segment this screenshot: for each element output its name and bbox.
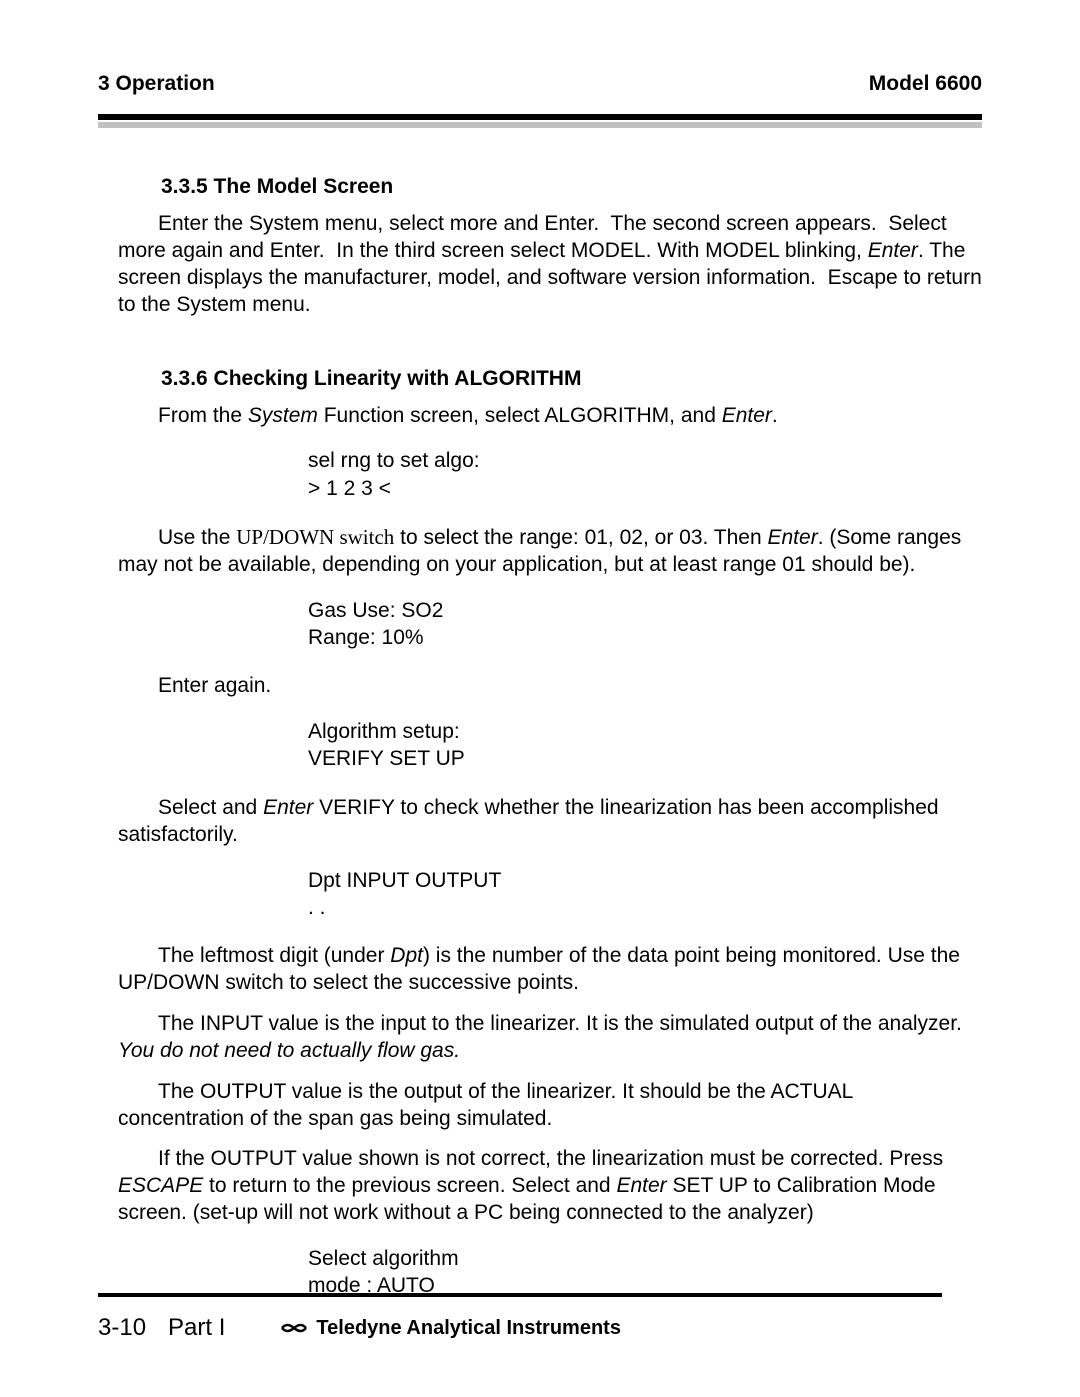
section-2-para3: Enter again. [118,673,982,700]
chapter-label: 3 Operation [98,72,215,96]
page-footer: 3-10 Part I Teledyne Analytical Instrume… [98,1314,982,1342]
page-number: 3-10 [98,1314,146,1342]
section-2-para7: The OUTPUT value is the output of the li… [118,1079,982,1133]
screen-display-4: Dpt INPUT OUTPUT . . [308,867,982,922]
screen-display-5: Select algorithm mode : AUTO [308,1245,982,1300]
screen-display-3: Algorithm setup: VERIFY SET UP [308,718,982,773]
section-2-para8: If the OUTPUT value shown is not correct… [118,1146,982,1227]
part-label: Part I [168,1314,225,1342]
section-2-intro: From the System Function screen, select … [118,403,982,430]
section-heading-1: 3.3.5 The Model Screen [161,175,982,199]
section-2-para4: Select and Enter VERIFY to check whether… [118,795,982,849]
section-2-para6: The INPUT value is the input to the line… [118,1011,982,1065]
company-name: Teledyne Analytical Instruments [316,1317,621,1340]
teledyne-logo-icon [280,1320,308,1336]
screen-display-1: sel rng to set algo: > 1 2 3 < [308,447,982,502]
footer-divider [98,1293,942,1297]
section-1-body: Enter the System menu, select more and E… [118,211,982,319]
section-2-para2: Use the UP/DOWN switch to select the ran… [118,524,982,579]
screen-display-2: Gas Use: SO2 Range: 10% [308,597,982,652]
model-label: Model 6600 [869,72,982,96]
page-header: 3 Operation Model 6600 [98,72,982,96]
section-heading-2: 3.3.6 Checking Linearity with ALGORITHM [161,367,982,391]
header-divider [98,114,982,120]
section-2-para5: The leftmost digit (under Dpt) is the nu… [118,943,982,997]
